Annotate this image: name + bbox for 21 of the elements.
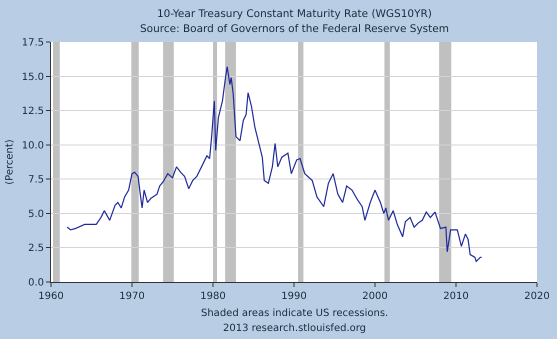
y-tick-label: 7.5 [28,174,44,186]
y-tick-label: 17.5 [22,38,44,48]
y-tick-label: 15.0 [22,72,44,83]
chart-title: 10-Year Treasury Constant Maturity Rate (WGS10YR) [157,8,432,20]
chart-subtitle: Source: Board of Governors of the Federal Reserve System [140,23,449,35]
x-tick-label: 1980 [200,291,226,302]
x-tick-label: 2010 [443,291,469,302]
y-tick-label: 10.0 [22,140,44,152]
line-series [66,66,482,262]
y-tick-label: 0.0 [28,278,44,288]
x-tick-label: 2000 [362,291,388,302]
y-tick-label: 5.0 [28,208,44,220]
x-tick-label: 1970 [119,291,145,302]
x-tick-label: 1960 [38,291,64,302]
y-tick-label: 12.5 [22,106,44,118]
x-tick-label: 1990 [281,291,307,302]
y-axis-title: (Percent) [4,139,16,185]
text: Shaded areas indicate US recessions. [201,308,388,319]
text: 2013 research.stlouisfed.org [223,323,366,334]
y-tick-label: 2.5 [28,243,44,254]
x-tick-label: 2020 [524,291,550,302]
